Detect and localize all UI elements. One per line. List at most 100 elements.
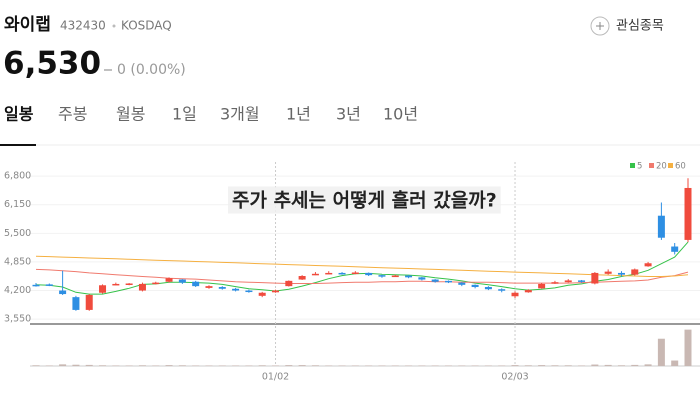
volume-bar	[405, 365, 413, 366]
volume-bar	[272, 365, 280, 366]
moving-average-line	[35, 255, 689, 277]
candle-body	[631, 269, 639, 275]
tab[interactable]: 1년	[286, 105, 311, 124]
volume-bar	[538, 365, 546, 366]
volume-bar	[365, 365, 373, 366]
candle-body	[591, 272, 599, 284]
candle-body	[418, 277, 426, 280]
volume-bar	[138, 365, 146, 366]
volume-bar	[551, 365, 559, 366]
volume-bar	[59, 364, 67, 366]
volume-bar	[72, 364, 80, 366]
volume-bar	[205, 365, 213, 366]
candle-body	[617, 272, 625, 275]
tab[interactable]: 월봉	[116, 105, 145, 124]
x-tick-label: 02/03	[501, 372, 528, 383]
change: 0 (0.00%)	[117, 62, 186, 78]
watchlist-button[interactable]: 관심종목	[590, 16, 664, 36]
candle-body	[232, 288, 240, 291]
candle-body	[657, 215, 665, 238]
y-tick-label: 6,150	[4, 199, 31, 210]
candle-body	[444, 280, 452, 283]
tab[interactable]: 3개월	[220, 105, 260, 124]
moving-average-line	[35, 241, 689, 295]
tab[interactable]: 3년	[336, 105, 361, 124]
candle-body	[365, 272, 373, 276]
candle-body	[59, 290, 67, 295]
watchlist-label[interactable]: 관심종목	[616, 19, 664, 34]
volume-bar	[351, 365, 359, 366]
volume-bar	[524, 365, 532, 366]
separator-dot	[112, 24, 116, 28]
volume-bar	[644, 364, 652, 366]
volume-bar	[165, 365, 173, 366]
tab[interactable]: 주봉	[58, 105, 87, 124]
market: KOSDAQ	[121, 19, 172, 33]
candle-body	[165, 278, 173, 282]
candle-body	[285, 280, 293, 287]
volume-bar	[391, 365, 399, 366]
y-tick-label: 5,500	[4, 228, 31, 239]
candle-body	[578, 280, 586, 282]
volume-bar	[178, 365, 186, 366]
volume-bar	[498, 365, 506, 366]
candle-body	[604, 271, 612, 274]
candle-body	[325, 272, 333, 275]
candle-body	[32, 284, 40, 287]
legend-label: 5	[637, 162, 642, 172]
plus-circle[interactable]	[590, 16, 610, 36]
volume-bar	[232, 365, 240, 366]
volume-bar	[99, 365, 107, 366]
candle-body	[311, 273, 319, 276]
candle-body	[498, 289, 506, 291]
tab[interactable]: 1일	[172, 105, 197, 124]
volume-bar	[258, 365, 266, 366]
volume-bar	[631, 364, 639, 366]
volume-bar	[471, 365, 479, 366]
volume-bar	[125, 365, 133, 366]
volume-bar	[511, 365, 519, 366]
volume-bar	[285, 365, 293, 366]
candle-body	[338, 272, 346, 275]
volume-bar	[112, 365, 120, 366]
candle-body	[245, 290, 253, 293]
tab[interactable]: 일봉	[4, 105, 34, 124]
volume-bar	[578, 365, 586, 366]
y-tick-label: 4,850	[4, 256, 31, 267]
candle-body	[524, 290, 532, 293]
candle-body	[538, 283, 546, 289]
volume-bar	[192, 365, 200, 366]
volume-bar	[378, 365, 386, 366]
candle-body	[85, 294, 93, 310]
candle-body	[431, 279, 439, 282]
volume-bar	[617, 365, 625, 366]
volume-bar	[431, 365, 439, 366]
candle-body	[258, 292, 266, 296]
candle-body	[192, 281, 200, 287]
candle-body	[684, 187, 692, 240]
candle-body	[405, 275, 413, 278]
volume-bar	[671, 360, 679, 366]
legend-swatch	[668, 163, 673, 168]
volume-bar	[657, 338, 665, 366]
candle-body	[458, 282, 466, 285]
moving-average-line	[35, 268, 689, 284]
candle-body	[178, 279, 186, 283]
y-tick-label: 6,800	[4, 171, 31, 182]
candle-body	[298, 276, 306, 280]
stock-name: 와이랩	[4, 15, 51, 35]
volume-bar	[604, 364, 612, 366]
volume-bar	[484, 365, 492, 366]
tab[interactable]: 10년	[383, 105, 418, 124]
candle-body	[484, 287, 492, 290]
legend-swatch	[649, 163, 654, 168]
annotation-bg	[228, 186, 501, 214]
candle-body	[564, 280, 572, 283]
volume-bar	[152, 365, 160, 366]
candle-body	[644, 263, 652, 267]
volume-bar	[45, 365, 53, 366]
volume-bar	[298, 365, 306, 366]
candle-body	[391, 275, 399, 278]
volume-bar	[325, 365, 333, 366]
